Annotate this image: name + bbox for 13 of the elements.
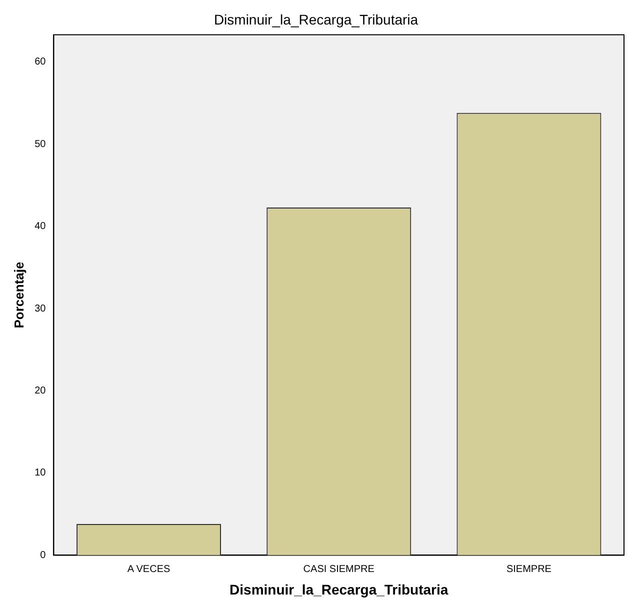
x-tick-label: CASI SIEMPRE (303, 564, 375, 575)
y-tick-label: 10 (34, 468, 46, 479)
y-tick-label: 20 (34, 386, 46, 397)
y-tick-label: 60 (34, 56, 46, 68)
y-tick-label: 40 (34, 221, 46, 232)
x-tick-label: A VECES (127, 564, 170, 575)
y-tick-label: 0 (40, 550, 46, 561)
chart-title: Disminuir_la_Recarga_Tributaria (214, 11, 418, 28)
x-axis-title: Disminuir_la_Recarga_Tributaria (230, 581, 448, 598)
y-axis-title: Porcentaje (11, 262, 26, 328)
x-tick-label: SIEMPRE (506, 564, 552, 575)
y-tick-label: 50 (34, 138, 46, 150)
y-tick-label: 30 (34, 303, 46, 314)
